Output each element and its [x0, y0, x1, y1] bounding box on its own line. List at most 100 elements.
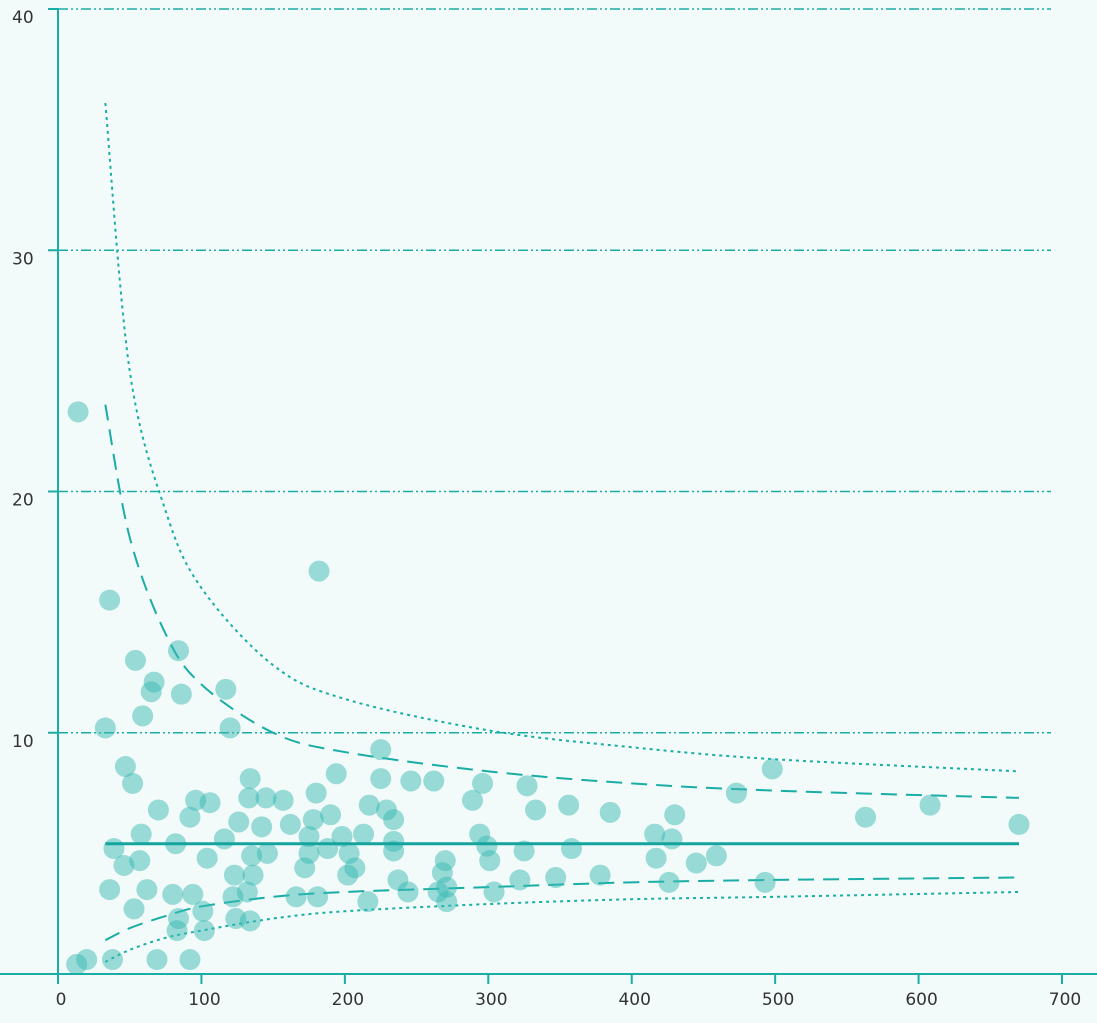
outer-lower-limit [104, 890, 1019, 963]
data-point-3 [94, 717, 116, 739]
data-point-12 [124, 649, 146, 671]
data-point-47 [242, 864, 264, 886]
data-point-34 [199, 792, 221, 814]
data-point-33 [196, 847, 218, 869]
data-point-31 [192, 900, 214, 922]
data-point-42 [236, 881, 258, 903]
data-point-51 [272, 789, 294, 811]
data-point-13 [129, 850, 151, 872]
data-point-58 [305, 782, 327, 804]
data-point-78 [397, 881, 419, 903]
data-point-85 [436, 891, 458, 913]
data-point-37 [219, 717, 241, 739]
data-point-14 [130, 823, 152, 845]
data-point-79 [400, 770, 422, 792]
data-point-64 [331, 825, 353, 847]
data-point-71 [370, 768, 392, 790]
data-point-93 [513, 840, 535, 862]
data-point-29 [182, 883, 204, 905]
data-point-41 [228, 811, 250, 833]
data-point-28 [179, 949, 201, 971]
x-tick-label-600: 600 [905, 990, 937, 1010]
data-point-5 [99, 879, 121, 901]
data-point-104 [661, 828, 683, 850]
data-point-109 [754, 871, 776, 893]
data-point-108 [725, 782, 747, 804]
data-point-111 [855, 806, 877, 828]
data-point-96 [545, 867, 567, 888]
data-point-102 [645, 847, 667, 869]
data-point-56 [298, 842, 320, 864]
data-point-20 [147, 799, 169, 821]
x-tick-label-200: 200 [332, 990, 364, 1010]
data-point-90 [479, 850, 501, 872]
data-point-69 [357, 891, 379, 913]
data-point-9 [114, 756, 136, 778]
data-point-88 [472, 772, 494, 794]
data-point-105 [664, 804, 686, 826]
data-point-57 [302, 809, 324, 831]
data-point-59 [307, 886, 329, 908]
data-points [66, 401, 1030, 975]
x-tick-label-100: 100 [188, 990, 220, 1010]
data-point-86 [462, 789, 484, 811]
data-point-80 [423, 770, 445, 792]
x-tick-label-0: 0 [56, 990, 67, 1010]
data-point-113 [1008, 813, 1030, 835]
y-tick-label-40: 40 [12, 8, 34, 28]
data-point-107 [705, 845, 727, 867]
data-point-15 [132, 705, 154, 727]
data-point-44 [239, 768, 261, 790]
data-point-11 [123, 898, 145, 920]
data-point-98 [560, 838, 582, 860]
data-point-110 [761, 758, 783, 780]
data-point-50 [256, 842, 278, 864]
y-tick-label-20: 20 [12, 491, 34, 511]
data-point-6 [102, 949, 124, 971]
data-point-45 [239, 910, 261, 932]
data-point-48 [251, 816, 273, 838]
data-point-112 [919, 794, 941, 816]
data-point-99 [589, 864, 611, 886]
data-point-91 [483, 881, 505, 903]
data-point-83 [434, 850, 456, 872]
y-tick-label-30: 30 [12, 249, 34, 269]
data-point-25 [167, 640, 189, 662]
data-point-49 [255, 787, 277, 809]
data-point-4 [99, 589, 121, 611]
x-tick-label-500: 500 [762, 990, 794, 1010]
data-point-32 [193, 920, 215, 942]
data-point-92 [509, 869, 531, 891]
axes: 0 100 200 300 400 500 600 700 10 20 30 40 [0, 8, 1097, 1010]
data-point-76 [383, 830, 405, 852]
data-point-101 [644, 823, 666, 845]
x-tick-label-700: 700 [1049, 990, 1081, 1010]
data-point-63 [325, 763, 347, 785]
data-point-68 [353, 823, 375, 845]
data-point-94 [516, 775, 538, 797]
data-point-55 [298, 825, 320, 847]
data-point-95 [525, 799, 547, 821]
data-point-35 [213, 828, 235, 850]
data-point-0 [67, 401, 89, 423]
data-point-26 [170, 683, 192, 705]
data-point-60 [308, 560, 330, 582]
y-tick-label-10: 10 [12, 732, 34, 752]
data-point-84 [436, 876, 458, 898]
x-tick-label-400: 400 [618, 990, 650, 1010]
x-tick-label-300: 300 [475, 990, 507, 1010]
data-point-62 [320, 804, 342, 826]
data-point-10 [122, 772, 144, 794]
data-point-21 [162, 883, 184, 905]
data-point-52 [279, 813, 301, 835]
data-point-67 [344, 857, 366, 879]
data-point-97 [558, 794, 580, 816]
data-point-2 [76, 949, 98, 971]
data-point-36 [215, 678, 237, 700]
data-point-39 [223, 864, 245, 886]
data-point-74 [383, 809, 405, 831]
data-point-43 [238, 787, 260, 809]
